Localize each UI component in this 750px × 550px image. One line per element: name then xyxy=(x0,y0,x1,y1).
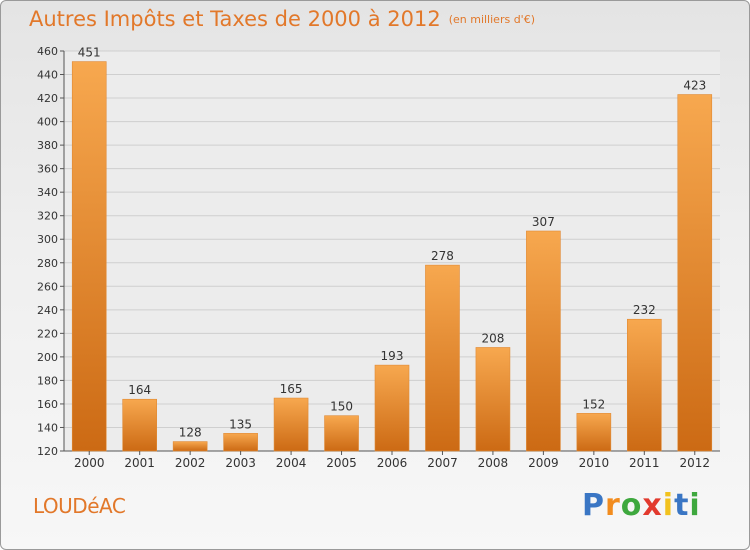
logo-letter: t xyxy=(674,488,690,523)
y-tick-label: 420 xyxy=(37,92,58,105)
y-tick-label: 300 xyxy=(37,233,58,246)
bar xyxy=(475,347,511,452)
y-tick-label: 340 xyxy=(37,186,58,199)
x-tick-label: 2004 xyxy=(276,456,307,470)
x-tick-label: 2007 xyxy=(427,456,458,470)
data-label: 278 xyxy=(431,249,454,263)
y-tick-label: 320 xyxy=(37,210,58,223)
y-tick-label: 440 xyxy=(37,69,58,82)
bar xyxy=(71,61,107,452)
y-tick-label: 140 xyxy=(37,421,58,434)
x-tick-label: 2008 xyxy=(478,456,509,470)
x-tick-label: 2001 xyxy=(124,456,155,470)
data-label: 193 xyxy=(381,349,404,363)
data-label: 232 xyxy=(633,303,656,317)
x-tick-label: 2005 xyxy=(326,456,357,470)
logo-letter: i xyxy=(689,488,701,523)
y-tick-label: 400 xyxy=(37,116,58,129)
y-tick-label: 220 xyxy=(37,327,58,340)
chart-subtitle: (en milliers d'€) xyxy=(448,13,535,26)
bar xyxy=(172,441,208,452)
x-tick-label: 2012 xyxy=(679,456,710,470)
data-label: 135 xyxy=(229,417,252,431)
data-label: 451 xyxy=(78,46,101,60)
y-tick-label: 380 xyxy=(37,139,58,152)
y-tick-label: 120 xyxy=(37,445,58,458)
bar xyxy=(425,264,460,452)
x-tick-label: 2011 xyxy=(629,456,660,470)
y-tick-label: 160 xyxy=(37,398,58,411)
x-tick-label: 2000 xyxy=(74,456,105,470)
bar xyxy=(324,415,359,452)
logo-letter: o xyxy=(620,488,643,523)
bar xyxy=(374,364,410,452)
x-tick-label: 2009 xyxy=(528,456,559,470)
data-label: 152 xyxy=(582,397,605,411)
bar xyxy=(677,94,713,452)
chart-title: Autres Impôts et Taxes de 2000 à 2012 (en… xyxy=(29,7,535,31)
bar xyxy=(122,398,157,452)
y-tick-label: 460 xyxy=(37,45,58,58)
logo-letter: x xyxy=(642,488,663,523)
y-tick-label: 200 xyxy=(37,351,58,364)
logo-letter: P xyxy=(582,488,605,523)
chart-title-text: Autres Impôts et Taxes de 2000 à 2012 xyxy=(29,7,441,31)
data-label: 150 xyxy=(330,400,353,414)
y-tick-label: 260 xyxy=(37,280,58,293)
logo-letter: i xyxy=(662,488,675,523)
bar xyxy=(627,318,662,452)
data-label: 165 xyxy=(280,382,303,396)
y-tick-label: 280 xyxy=(37,257,58,270)
bar xyxy=(223,433,258,452)
x-tick-label: 2006 xyxy=(377,456,408,470)
logo-letter: r xyxy=(605,488,621,523)
data-label: 307 xyxy=(532,215,555,229)
bar xyxy=(576,413,612,452)
data-label: 164 xyxy=(128,383,151,397)
location-label: LOUDéAC xyxy=(33,494,126,518)
bar xyxy=(273,397,309,452)
proxiti-logo: Proxiti xyxy=(582,488,701,523)
data-label: 208 xyxy=(481,331,504,345)
y-tick-label: 240 xyxy=(37,304,58,317)
data-label: 128 xyxy=(179,426,202,440)
x-tick-label: 2003 xyxy=(225,456,256,470)
data-label: 423 xyxy=(683,79,706,93)
y-tick-label: 360 xyxy=(37,163,58,176)
bar xyxy=(526,230,561,452)
x-tick-label: 2002 xyxy=(175,456,206,470)
y-tick-label: 180 xyxy=(37,374,58,387)
x-tick-label: 2010 xyxy=(579,456,610,470)
